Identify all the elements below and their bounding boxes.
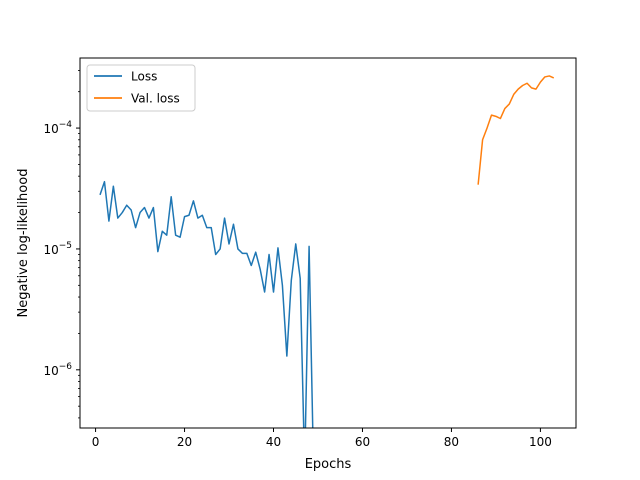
y-tick-label: 10−5: [43, 241, 72, 257]
y-tick-label: 10−6: [43, 362, 72, 378]
x-tick-label: 100: [529, 435, 552, 449]
x-tick-label: 20: [177, 435, 192, 449]
x-axis-label: Epochs: [305, 457, 352, 472]
x-axis: 0 20 40 60 80 100: [92, 428, 552, 449]
y-axis: 10−6 10−5 10−4: [43, 70, 80, 419]
x-tick-label: 80: [444, 435, 459, 449]
series-line-val-loss: [477, 75, 555, 185]
legend: Loss Val. loss: [86, 64, 196, 112]
y-tick-label: 10−4: [43, 120, 72, 136]
x-tick-label: 40: [266, 435, 281, 449]
x-tick-label: 60: [355, 435, 370, 449]
x-tick-label: 0: [92, 435, 100, 449]
plot-frame: [79, 57, 577, 429]
legend-entry: Val. loss: [131, 92, 180, 106]
series-line-loss: [99, 180, 314, 428]
y-axis-label: Negative log-likelihood: [16, 169, 31, 318]
series-layer: [99, 75, 555, 428]
legend-entry: Loss: [131, 70, 157, 84]
